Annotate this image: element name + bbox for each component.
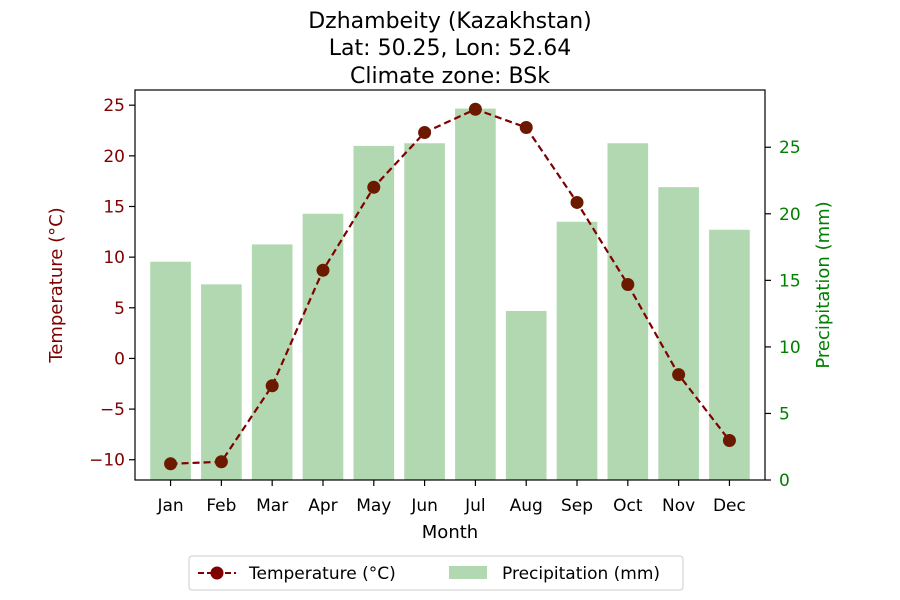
temperature-point-mar bbox=[265, 379, 279, 393]
chart-title-line-2: Lat: 50.25, Lon: 52.64 bbox=[329, 36, 571, 61]
precipitation-bar-jan bbox=[150, 261, 191, 480]
month-tick-label-mar: Mar bbox=[256, 496, 288, 516]
chart-title-line-3: Climate zone: BSk bbox=[350, 64, 550, 89]
precipitation-bar-aug bbox=[505, 310, 547, 480]
precipitation-tick-label: 10 bbox=[779, 338, 801, 358]
temperature-line bbox=[170, 108, 731, 465]
precipitation-tick-label: 20 bbox=[779, 205, 801, 225]
temperature-tick-label: −10 bbox=[89, 451, 125, 471]
month-tick-label-nov: Nov bbox=[662, 496, 695, 516]
month-tick-label-dec: Dec bbox=[713, 496, 746, 516]
temperature-tick-label: 10 bbox=[103, 248, 125, 268]
temperature-point-may bbox=[367, 180, 381, 194]
temperature-tick-label: −5 bbox=[100, 400, 125, 420]
precipitation-tick-label: 25 bbox=[779, 138, 801, 158]
temperature-tick-label: 15 bbox=[103, 197, 125, 217]
month-tick-label-feb: Feb bbox=[206, 496, 236, 516]
chart-title: Dzhambeity (Kazakhstan) Lat: 50.25, Lon:… bbox=[308, 9, 592, 89]
month-tick-label-aug: Aug bbox=[510, 496, 543, 516]
month-tick-label-sep: Sep bbox=[561, 496, 593, 516]
precipitation-tick-label: 15 bbox=[779, 271, 801, 291]
month-tick-label-jun: Jun bbox=[410, 496, 438, 516]
precipitation-bar-mar bbox=[251, 244, 293, 480]
precipitation-axis: 0 5 10 15 20 25 bbox=[765, 138, 801, 491]
temperature-point-jan bbox=[164, 457, 178, 471]
precipitation-bar-apr bbox=[302, 213, 344, 480]
temperature-point-sep bbox=[570, 195, 584, 209]
month-axis-label: Month bbox=[422, 522, 478, 543]
temperature-point-jun bbox=[418, 126, 432, 140]
temperature-tick-label: 25 bbox=[103, 96, 125, 116]
legend-precipitation-label: Precipitation (mm) bbox=[502, 564, 660, 584]
month-axis: Jan Feb Mar Apr May Jun Jul Aug Sep Oct Nov Dec bbox=[156, 480, 746, 516]
precipitation-bars bbox=[150, 108, 750, 481]
plot-frame bbox=[134, 89, 766, 481]
precipitation-bar-jul bbox=[455, 108, 496, 480]
temperature-tick-label: 20 bbox=[103, 147, 125, 167]
month-tick-label-apr: Apr bbox=[308, 496, 337, 516]
legend-precipitation-swatch bbox=[449, 566, 487, 579]
precipitation-tick-label: 0 bbox=[779, 471, 790, 491]
temperature-point-aug bbox=[519, 120, 533, 134]
temperature-series bbox=[164, 102, 736, 471]
temperature-point-feb bbox=[214, 455, 228, 469]
temperature-point-apr bbox=[316, 263, 330, 277]
temperature-tick-label: 5 bbox=[114, 299, 125, 319]
temperature-tick-label: 0 bbox=[114, 349, 125, 369]
precipitation-bar-oct bbox=[607, 143, 649, 481]
precipitation-tick-label: 5 bbox=[779, 404, 790, 424]
temperature-axis: −10 −5 0 5 10 15 20 25 bbox=[89, 96, 135, 471]
chart-title-line-1: Dzhambeity (Kazakhstan) bbox=[308, 9, 592, 34]
temperature-point-nov bbox=[672, 368, 686, 382]
precipitation-bar-sep bbox=[556, 221, 598, 480]
legend-box bbox=[188, 555, 684, 591]
legend-temperature-label: Temperature (°C) bbox=[248, 564, 396, 584]
temperature-point-jul bbox=[468, 102, 482, 116]
precipitation-bar-feb bbox=[201, 284, 242, 480]
month-tick-label-jul: Jul bbox=[464, 496, 486, 516]
temperature-point-oct bbox=[621, 277, 635, 291]
month-tick-label-jan: Jan bbox=[156, 496, 183, 516]
month-tick-label-oct: Oct bbox=[613, 496, 643, 516]
precipitation-axis-label: Precipitation (mm) bbox=[813, 201, 834, 368]
precipitation-bar-may bbox=[353, 145, 395, 481]
legend-temperature-marker bbox=[210, 566, 224, 580]
month-tick-label-may: May bbox=[356, 496, 391, 516]
temperature-point-dec bbox=[722, 433, 736, 447]
temperature-axis-label: Temperature (°C) bbox=[46, 207, 67, 363]
precipitation-bar-nov bbox=[658, 187, 699, 480]
legend: Temperature (°C) Precipitation (mm) bbox=[188, 555, 684, 591]
precipitation-bar-jun bbox=[404, 143, 445, 481]
